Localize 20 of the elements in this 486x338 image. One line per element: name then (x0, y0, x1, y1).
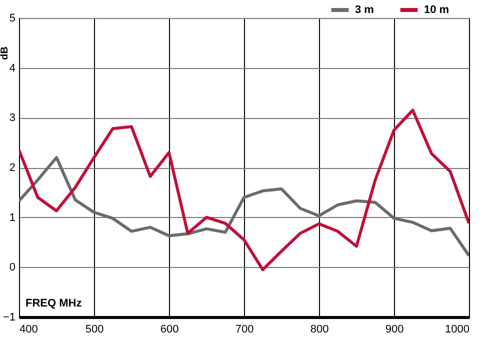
x-tick-label: 400 (20, 324, 38, 336)
legend-label: 3 m (355, 4, 374, 16)
x-tick-label: 700 (235, 324, 254, 336)
y-tick-label: 5 (9, 12, 16, 24)
legend-label: 10 m (424, 4, 450, 16)
y-tick-label: 4 (9, 62, 16, 74)
x-tick-label: 800 (310, 324, 329, 336)
y-tick-label: −1 (2, 312, 16, 324)
x-tick-label: 500 (85, 324, 104, 336)
x-tick-label: 1000 (445, 324, 470, 336)
x-tick-label: 900 (385, 324, 404, 336)
x-tick-label: 600 (160, 324, 179, 336)
y-axis-title: dB (0, 46, 10, 60)
y-tick-label: 2 (9, 162, 16, 174)
y-tick-label: 1 (9, 212, 16, 224)
y-tick-label: 3 (9, 112, 16, 124)
line-series (19, 108, 469, 272)
y-tick-label: 0 (9, 262, 16, 274)
x-axis-title: FREQ MHz (26, 298, 82, 310)
line-series (19, 156, 469, 258)
